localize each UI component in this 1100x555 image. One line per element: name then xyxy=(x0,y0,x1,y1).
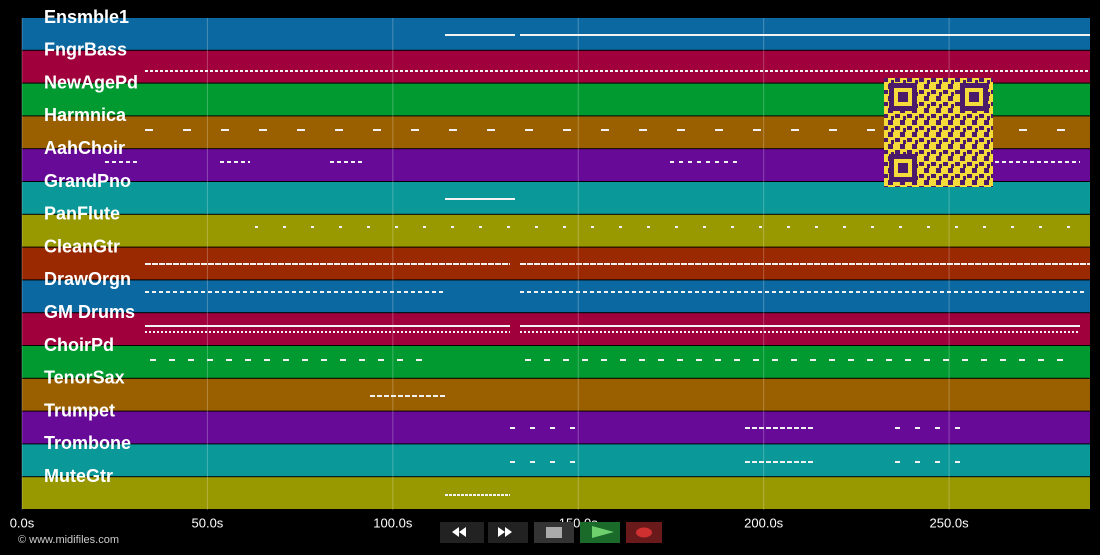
track-lane xyxy=(22,346,1090,378)
track-name: GrandPno xyxy=(44,171,131,191)
notes xyxy=(105,34,1090,496)
track-name: FngrBass xyxy=(44,40,127,60)
track-name: Ensmble1 xyxy=(44,7,129,27)
track-name: ChoirPd xyxy=(44,335,114,355)
track-name: Trumpet xyxy=(44,400,115,420)
qr-code xyxy=(884,78,993,187)
x-tick-label: 0.0s xyxy=(10,515,35,530)
track-lane xyxy=(22,378,1090,411)
track-lane xyxy=(22,50,1090,83)
play-button[interactable] xyxy=(580,522,620,543)
stop-button[interactable] xyxy=(534,522,574,543)
forward-button[interactable] xyxy=(488,522,528,543)
x-tick-label: 100.0s xyxy=(373,515,413,530)
track-name: AahChoir xyxy=(44,138,125,158)
x-tick-label: 50.0s xyxy=(192,515,224,530)
track-name: PanFlute xyxy=(44,204,120,224)
track-name: TenorSax xyxy=(44,368,125,388)
track-name: NewAgePd xyxy=(44,72,138,92)
track-name: DrawOrgn xyxy=(44,269,131,289)
track-name: MuteGtr xyxy=(44,466,113,486)
x-tick-label: 200.0s xyxy=(744,515,784,530)
track-name: Trombone xyxy=(44,433,131,453)
record-button[interactable] xyxy=(626,522,662,543)
track-lane xyxy=(22,182,1090,214)
track-lane xyxy=(22,477,1090,509)
track-lane xyxy=(22,214,1090,247)
transport-controls xyxy=(440,522,662,543)
track-lane xyxy=(22,444,1090,477)
track-lane xyxy=(22,18,1090,50)
track-lane xyxy=(22,411,1090,444)
track-name: CleanGtr xyxy=(44,236,120,256)
track-name: GM Drums xyxy=(44,302,135,322)
track-name: Harmnica xyxy=(44,105,127,125)
track-lane xyxy=(22,313,1090,345)
copyright: © www.midifiles.com xyxy=(18,534,119,546)
x-tick-label: 250.0s xyxy=(930,515,970,530)
track-lane xyxy=(22,280,1090,313)
rewind-button[interactable] xyxy=(440,522,484,543)
